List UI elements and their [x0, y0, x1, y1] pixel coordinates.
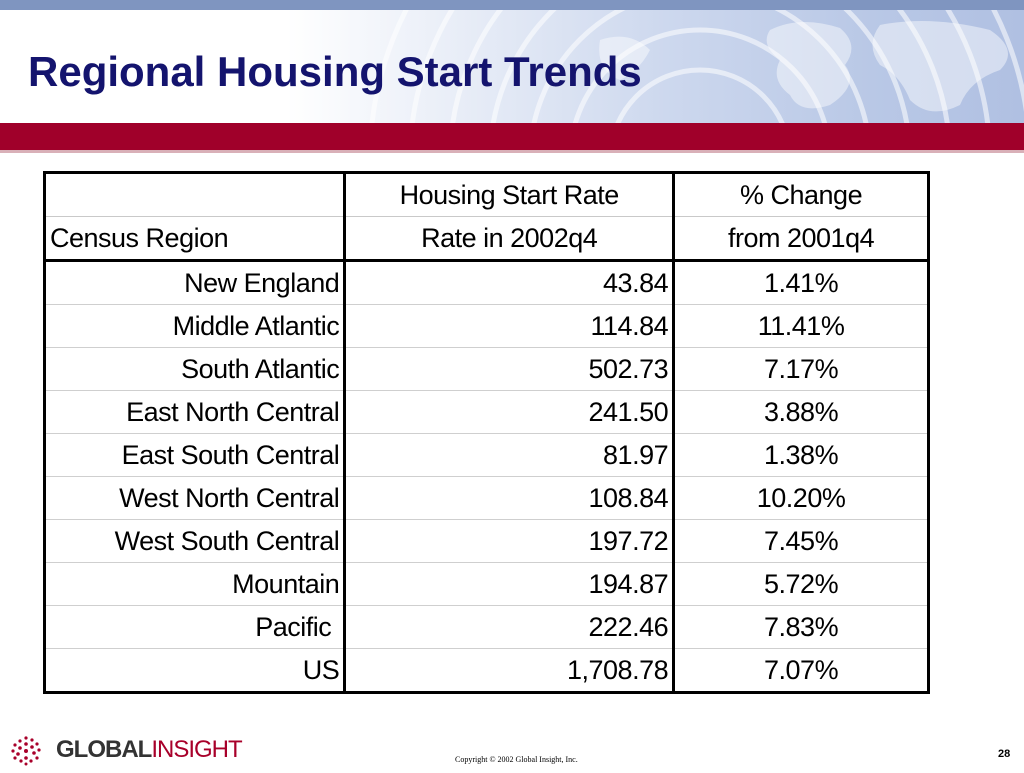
header-cell: Housing Start Rate	[344, 172, 676, 217]
table-row: Middle Atlantic 114.84 11.41%	[44, 304, 929, 348]
change-cell: 11.41%	[673, 304, 929, 348]
rate-cell: 197.72	[344, 519, 676, 563]
world-map-background	[369, 10, 1024, 123]
table-row: Mountain 194.87 5.72%	[44, 562, 929, 606]
table-row-total: US 1,708.78 7.07%	[44, 648, 929, 693]
region-cell: South Atlantic	[44, 347, 347, 391]
change-cell: 10.20%	[673, 476, 929, 520]
change-cell: 3.88%	[673, 390, 929, 434]
region-cell: New England	[44, 260, 347, 305]
change-cell: 1.41%	[673, 260, 929, 305]
region-cell: Pacific	[44, 605, 347, 649]
region-cell: West North Central	[44, 476, 347, 520]
region-cell: East South Central	[44, 433, 347, 477]
copyright-notice: Copyright © 2002 Global Insight, Inc.	[455, 755, 578, 764]
change-cell: 5.72%	[673, 562, 929, 606]
page-number: 28	[998, 748, 1011, 760]
region-cell: US	[44, 648, 347, 693]
rate-cell: 502.73	[344, 347, 676, 391]
table-row: East South Central 81.97 1.38%	[44, 433, 929, 477]
table-header-row-2: Census Region Rate in 2002q4 from 2001q4	[44, 216, 929, 262]
header-cell: Census Region	[44, 216, 347, 262]
housing-start-table: Housing Start Rate % Change Census Regio…	[43, 171, 930, 694]
table-row: New England 43.84 1.41%	[44, 260, 929, 305]
table-header-row-1: Housing Start Rate % Change	[44, 172, 929, 217]
table-row: South Atlantic 502.73 7.17%	[44, 347, 929, 391]
rate-cell: 194.87	[344, 562, 676, 606]
rate-cell: 222.46	[344, 605, 676, 649]
table-row: West North Central 108.84 10.20%	[44, 476, 929, 520]
change-cell: 7.17%	[673, 347, 929, 391]
region-cell: East North Central	[44, 390, 347, 434]
change-cell: 7.83%	[673, 605, 929, 649]
header-cell: from 2001q4	[673, 216, 929, 262]
logo-text-global: GLOBAL	[56, 736, 152, 763]
header-cell: % Change	[673, 172, 929, 217]
change-cell: 1.38%	[673, 433, 929, 477]
rate-cell: 43.84	[344, 260, 676, 305]
red-divider-bar	[0, 123, 1024, 150]
logo-wordmark: GLOBALINSIGHT	[56, 736, 243, 764]
table-row: East North Central 241.50 3.88%	[44, 390, 929, 434]
rate-cell: 1,708.78	[344, 648, 676, 693]
change-cell: 7.07%	[764, 654, 839, 685]
rate-cell: 81.97	[344, 433, 676, 477]
region-cell: Mountain	[44, 562, 347, 606]
rate-cell: 114.84	[344, 304, 676, 348]
region-cell: Middle Atlantic	[44, 304, 347, 348]
slide-title: Regional Housing Start Trends	[28, 48, 642, 95]
rate-cell: 108.84	[344, 476, 676, 520]
table-row: Pacific 222.46 7.83%	[44, 605, 929, 649]
header-cell: Rate in 2002q4	[344, 216, 676, 262]
rate-cell: 241.50	[344, 390, 676, 434]
global-insight-logo: GLOBALINSIGHT	[8, 732, 243, 768]
region-cell: West South Central	[44, 519, 347, 563]
header-cell	[44, 172, 347, 217]
top-stripe	[0, 0, 1024, 10]
change-cell: 7.45%	[673, 519, 929, 563]
divider-shadow	[0, 150, 1024, 153]
title-banner: Regional Housing Start Trends	[0, 10, 1024, 123]
dotted-globe-icon	[11, 736, 41, 766]
logo-text-insight: INSIGHT	[151, 736, 242, 763]
table-row: West South Central 197.72 7.45%	[44, 519, 929, 563]
